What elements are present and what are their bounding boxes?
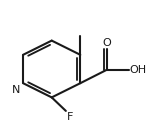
Text: N: N — [12, 85, 21, 95]
Text: F: F — [67, 112, 73, 122]
Text: O: O — [103, 38, 111, 48]
Text: OH: OH — [129, 65, 147, 75]
